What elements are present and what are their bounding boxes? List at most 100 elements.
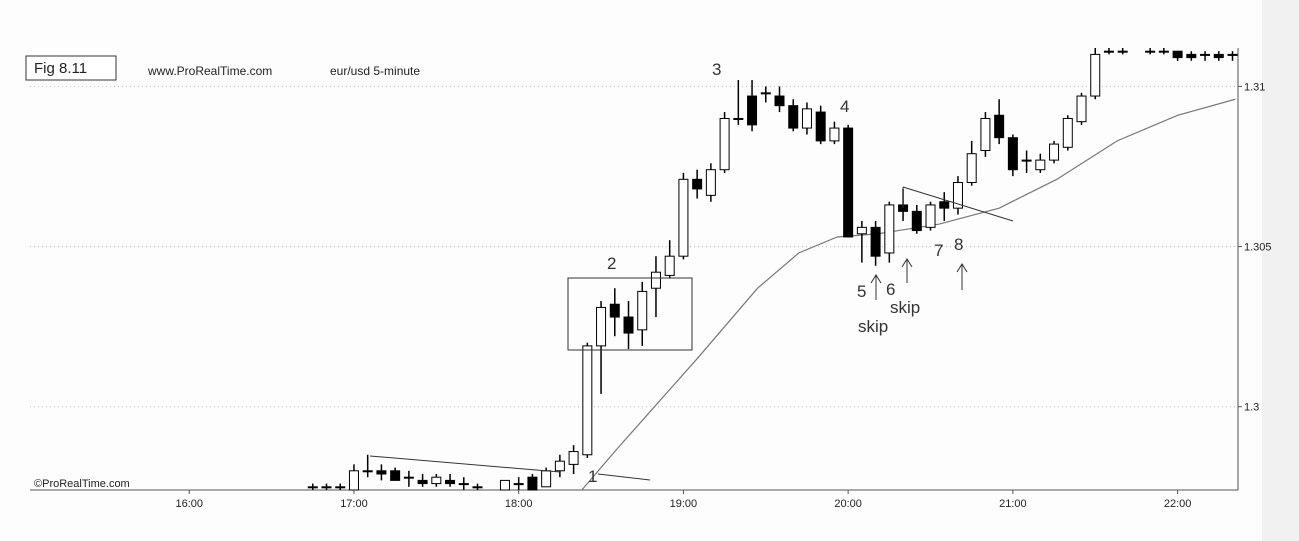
candle-body xyxy=(966,153,977,184)
candle-body xyxy=(554,460,565,472)
candle-body xyxy=(870,226,881,257)
x-tick-label: 17:00 xyxy=(340,498,368,510)
y-tick-label: 1.31 xyxy=(1244,81,1265,93)
annotation: 8 xyxy=(954,235,963,254)
figure-label-box xyxy=(25,55,117,81)
candle-body xyxy=(499,479,510,491)
candle-body xyxy=(541,470,552,488)
candle-body xyxy=(925,204,936,228)
candle-body xyxy=(568,451,579,465)
candle-body xyxy=(403,476,414,479)
candle-body xyxy=(1145,50,1156,53)
candle-body xyxy=(1021,159,1032,162)
y-tick-label: 1.305 xyxy=(1244,242,1272,254)
candle-body xyxy=(431,476,442,485)
candle-body xyxy=(815,111,826,142)
candle-body xyxy=(1200,53,1211,56)
candle-body xyxy=(1103,50,1114,53)
trendline xyxy=(902,186,1014,222)
candle-body xyxy=(1172,50,1183,59)
candle-body xyxy=(1049,143,1060,161)
box xyxy=(567,277,693,351)
x-tick-label: 20:00 xyxy=(834,498,862,510)
annotation: 3 xyxy=(712,60,721,79)
candle-body xyxy=(1227,53,1238,56)
annotation: skip xyxy=(858,317,888,336)
candle-body xyxy=(513,483,524,486)
candle-body xyxy=(348,470,359,491)
candle-body xyxy=(747,95,758,126)
candle-body xyxy=(307,486,318,489)
candle-body xyxy=(788,105,799,129)
candle-body xyxy=(596,306,607,347)
figure-label: Fig 8.11 xyxy=(34,60,87,77)
candle-body xyxy=(582,345,593,456)
candle-body xyxy=(376,470,387,475)
candle-body xyxy=(623,316,634,334)
source: www.ProRealTime.com xyxy=(147,64,272,78)
annotation: 7 xyxy=(934,241,943,260)
x-tick-label: 22:00 xyxy=(1164,498,1192,510)
candle-body xyxy=(1186,53,1197,59)
annotation: 1 xyxy=(588,467,597,486)
annotation: 4 xyxy=(840,97,849,116)
candle-body xyxy=(362,470,373,473)
candle-body xyxy=(1007,137,1018,171)
candle-body xyxy=(843,127,854,238)
edge-strip xyxy=(1262,0,1299,541)
candle-body xyxy=(1076,95,1087,123)
candle-body xyxy=(1035,159,1046,171)
annotations: 1 2 3 4 5 6 7 8 skip skip xyxy=(369,60,1014,486)
candle-body xyxy=(829,127,840,142)
candle-body xyxy=(856,226,867,235)
candle-body xyxy=(637,290,648,331)
copyright: ©ProRealTime.com xyxy=(34,478,130,490)
candle-body xyxy=(1158,50,1169,53)
x-tick-label: 16:00 xyxy=(175,498,203,510)
candle-body xyxy=(527,476,538,491)
candle-body xyxy=(760,92,771,95)
candle-body xyxy=(650,271,661,289)
chart-title: eur/usd 5-minute xyxy=(330,64,420,78)
candle-body xyxy=(980,117,991,151)
candle-body xyxy=(335,486,346,489)
candle-body xyxy=(678,178,689,257)
annotation: 5 xyxy=(857,282,866,301)
candle-body xyxy=(692,178,703,190)
candle-body xyxy=(472,486,483,489)
candle-body xyxy=(417,479,428,485)
candle-body xyxy=(1062,117,1073,148)
annotation: skip xyxy=(890,298,920,317)
candle-body xyxy=(609,303,620,318)
candle-body xyxy=(1213,53,1224,59)
candle-body xyxy=(719,117,730,171)
candle-body xyxy=(1117,50,1128,53)
candle-body xyxy=(390,470,401,481)
candle-body xyxy=(952,182,963,209)
x-tick-label: 18:00 xyxy=(505,498,533,510)
x-tick-label: 21:00 xyxy=(999,498,1027,510)
candle-body xyxy=(458,483,469,486)
trendline xyxy=(597,473,651,481)
x-tick-label: 19:00 xyxy=(670,498,698,510)
y-tick-label: 1.3 xyxy=(1244,402,1259,414)
candle-body xyxy=(705,169,716,196)
annotation: 2 xyxy=(607,254,616,273)
annotation: 6 xyxy=(886,280,895,299)
candle-body xyxy=(1090,53,1101,97)
candle-body xyxy=(445,479,456,485)
arrows xyxy=(870,258,968,300)
candle-body xyxy=(884,204,895,254)
candle-body xyxy=(321,486,332,489)
candle-body xyxy=(664,255,675,276)
trendline xyxy=(369,455,561,473)
candle-body xyxy=(774,95,785,107)
candle-body xyxy=(733,117,744,120)
candle-body xyxy=(801,108,812,129)
candle-body xyxy=(939,201,950,209)
candle-body xyxy=(994,114,1005,139)
candle-body xyxy=(911,210,922,232)
